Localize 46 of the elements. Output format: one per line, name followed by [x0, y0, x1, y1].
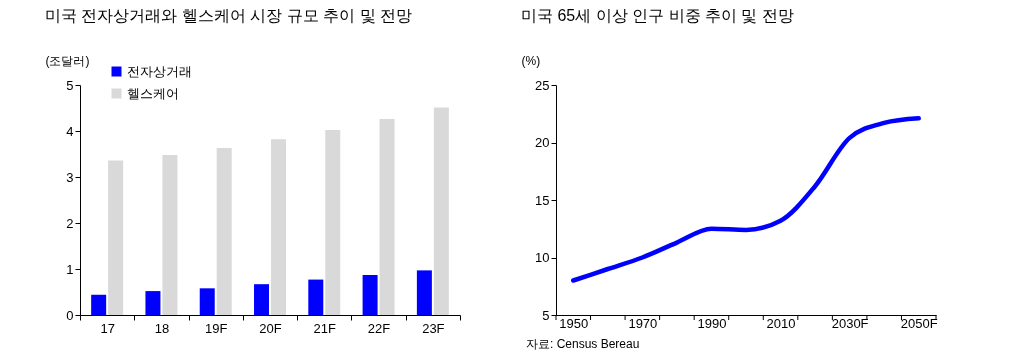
- bar: [216, 148, 232, 315]
- y-tick-label: 3: [66, 169, 74, 185]
- bar: [199, 288, 215, 315]
- bar: [91, 294, 107, 315]
- legend-label: 전자상거래: [127, 63, 192, 79]
- bar: [308, 279, 324, 315]
- line-series: [571, 116, 921, 283]
- bar: [416, 270, 432, 315]
- bar: [162, 154, 178, 315]
- bar: [270, 139, 286, 315]
- bar: [254, 284, 270, 315]
- y-tick-label: 0: [66, 307, 74, 323]
- bar: [362, 274, 378, 315]
- x-tick-label: 2010: [766, 315, 796, 331]
- bar: [433, 107, 449, 315]
- y-tick-label: 2: [66, 215, 74, 231]
- y-tick-label: 4: [66, 123, 74, 139]
- x-tick-label: 17: [100, 320, 115, 336]
- x-tick-label: 1990: [697, 315, 727, 331]
- x-tick-label: 21F: [313, 320, 337, 336]
- x-tick-label: 18: [154, 320, 170, 336]
- y-axis-title: (조달러): [45, 53, 90, 68]
- x-tick-label: 19F: [205, 320, 228, 336]
- x-tick-label: 1950: [559, 315, 589, 331]
- chart-title: 미국 전자상거래와 헬스케어 시장 규모 추이 및 전망: [45, 7, 413, 24]
- bar: [325, 130, 341, 315]
- y-axis-title: (%): [521, 53, 541, 68]
- chart-title: 미국 65세 이상 인구 비중 추이 및 전망: [521, 7, 794, 24]
- y-tick-label: 15: [535, 192, 550, 208]
- y-tick-label: 20: [535, 135, 550, 150]
- bar: [108, 160, 124, 315]
- x-tick-label: 2050F: [900, 315, 938, 331]
- y-tick-label: 25: [535, 77, 550, 93]
- x-tick-label: 1970: [628, 315, 658, 331]
- bar: [379, 119, 395, 315]
- y-tick-label: 10: [535, 250, 550, 265]
- y-tick-label: 1: [66, 261, 74, 277]
- x-tick-label: 22F: [367, 320, 391, 336]
- x-tick-label: 2030F: [831, 315, 869, 331]
- bar: [145, 291, 161, 315]
- y-tick-label: 5: [66, 77, 74, 93]
- text: 자료: Census Bereau: [526, 337, 640, 351]
- legend-label: 헬스케어: [127, 85, 179, 101]
- x-tick-label: 20F: [259, 320, 282, 336]
- x-tick-label: 23F: [422, 320, 445, 336]
- y-tick-label: 5: [542, 307, 550, 323]
